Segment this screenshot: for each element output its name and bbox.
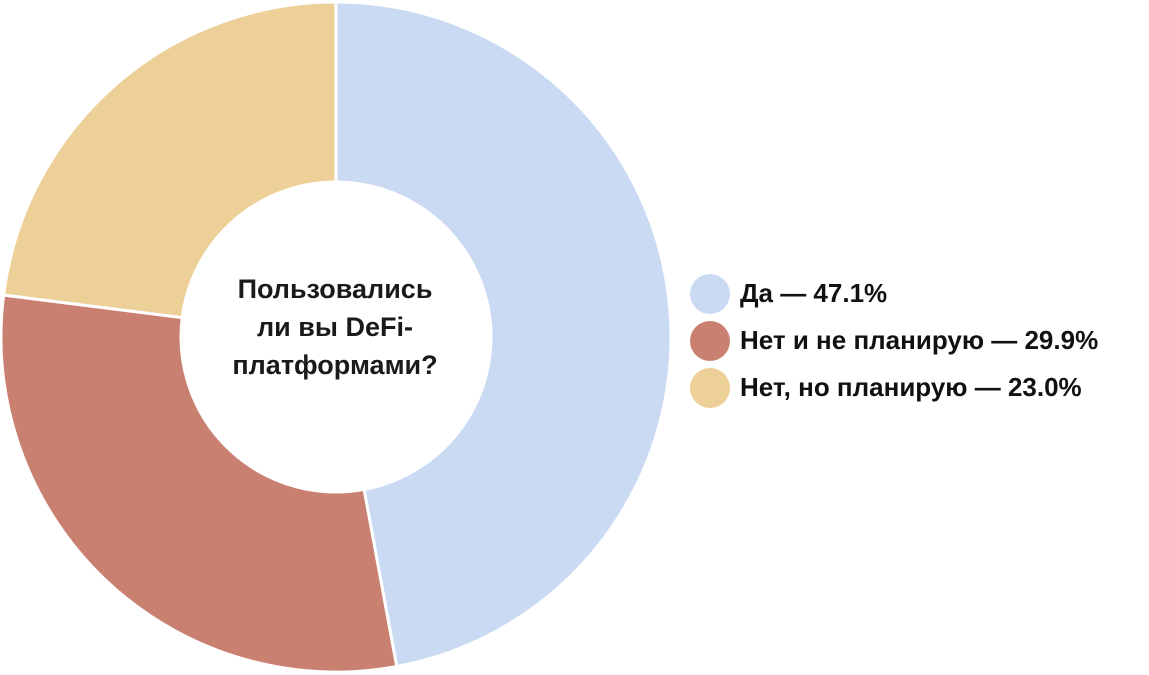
donut-slice-1 <box>0 293 399 674</box>
chart-title: Пользовались ли вы DeFi- платформами? <box>185 270 485 384</box>
donut-chart <box>0 0 673 674</box>
donut-slice-0 <box>334 0 673 669</box>
legend: Да — 47.1% Нет и не планирую — 29.9% Нет… <box>690 270 1098 411</box>
donut-slice-2 <box>1 0 338 320</box>
title-line: платформами? <box>232 350 438 380</box>
title-line: ли вы DeFi- <box>257 312 413 342</box>
legend-item-no-but-planning: Нет, но планирую — 23.0% <box>690 364 1098 411</box>
legend-label: Нет и не планирую — 29.9% <box>740 325 1099 355</box>
legend-label: Нет, но планирую — 23.0% <box>740 372 1082 402</box>
legend-item-no-not-planning: Нет и не планирую — 29.9% <box>690 317 1098 364</box>
legend-swatch <box>690 273 730 314</box>
legend-item-yes: Да — 47.1% <box>690 270 1098 317</box>
legend-swatch <box>690 367 730 408</box>
legend-swatch <box>690 320 730 361</box>
title-line: Пользовались <box>237 274 433 304</box>
legend-label: Да — 47.1% <box>740 278 888 308</box>
